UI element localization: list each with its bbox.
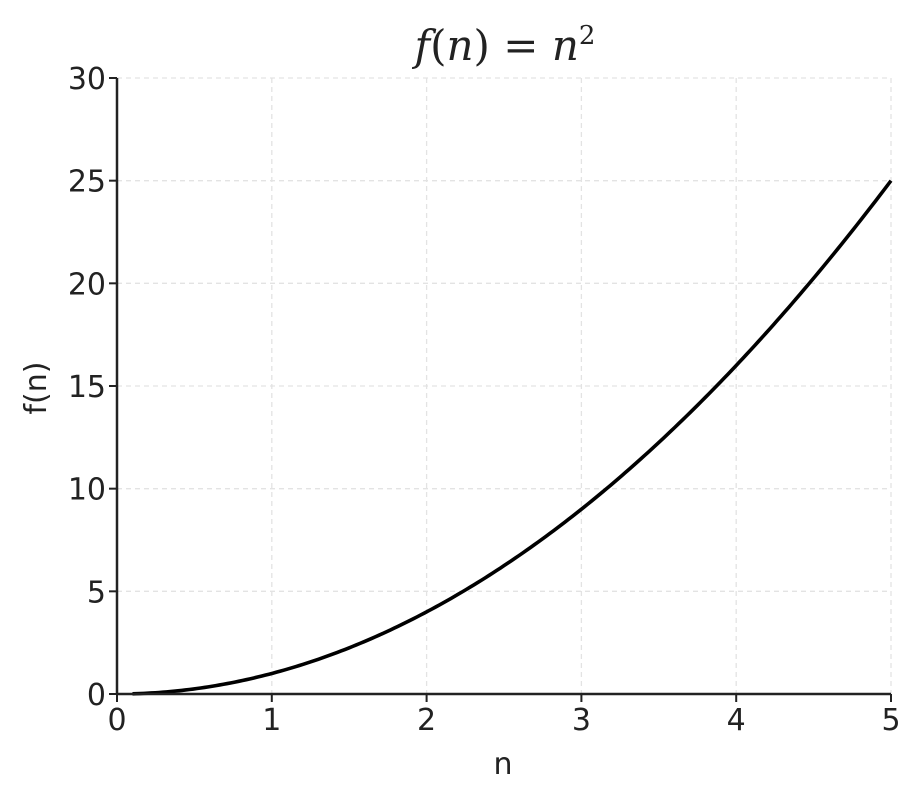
x-tick-label: 3 <box>572 703 591 738</box>
y-tick-label: 20 <box>68 267 106 302</box>
title-equals: = <box>490 21 552 70</box>
title-open-paren: ( <box>430 21 446 70</box>
x-axis-label: n <box>493 747 512 782</box>
tick-layer: 0 1 2 3 4 5 0 5 10 15 20 25 30 <box>68 62 901 738</box>
x-tick-label: 4 <box>727 703 746 738</box>
title-var: n <box>446 21 473 70</box>
y-tick-label: 15 <box>68 370 106 405</box>
y-tick-label: 30 <box>68 62 106 97</box>
title-exponent: 2 <box>579 21 596 51</box>
y-tick-label: 10 <box>68 473 106 508</box>
title-rhs-var: n <box>552 21 579 70</box>
y-axis-label: f(n) <box>19 362 54 415</box>
y-tick-label: 5 <box>87 575 106 610</box>
y-tick-label: 25 <box>68 165 106 200</box>
grid-layer <box>117 77 892 694</box>
curve-layer <box>132 179 893 696</box>
title-close-paren: ) <box>474 21 490 70</box>
x-tick-label: 1 <box>262 703 281 738</box>
chart-title: f(n) = n2 <box>412 21 596 70</box>
x-tick-label: 2 <box>417 703 436 738</box>
y-tick-label: 0 <box>87 678 106 713</box>
series-line <box>132 179 893 696</box>
x-tick-label: 5 <box>881 703 900 738</box>
x-tick-label: 0 <box>107 703 126 738</box>
